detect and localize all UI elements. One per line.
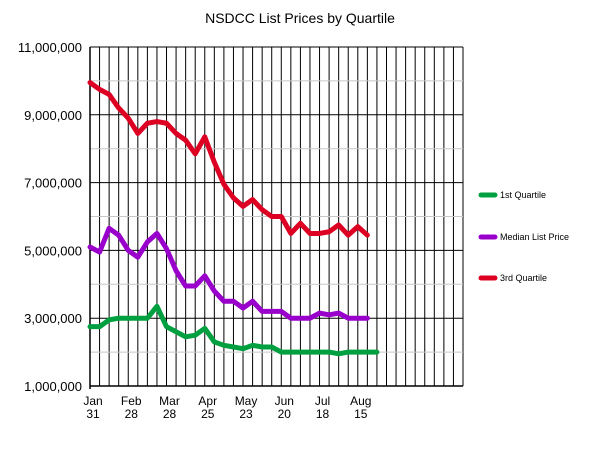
series-line-1 — [87, 225, 370, 321]
x-tick-label-day: 20 — [278, 407, 292, 421]
x-tick-label-month: Jun — [275, 394, 294, 408]
legend-label: Median List Price — [500, 232, 569, 242]
legend-label: 3rd Quartile — [500, 273, 547, 283]
y-tick-label: 3,000,000 — [24, 311, 82, 326]
x-tick-label-month: Aug — [350, 394, 371, 408]
x-tick-label-month: Mar — [159, 394, 180, 408]
series-line-2 — [87, 80, 370, 238]
y-tick-label: 11,000,000 — [18, 40, 82, 55]
x-tick-label-month: May — [235, 394, 258, 408]
x-tick-label-day: 31 — [86, 407, 100, 421]
series-lines — [87, 80, 380, 357]
series-line-0 — [87, 303, 380, 357]
y-tick-label: 1,000,000 — [24, 379, 82, 394]
x-tick-label-day: 23 — [239, 407, 253, 421]
y-tick-label: 5,000,000 — [24, 243, 82, 258]
chart-title: NSDCC List Prices by Quartile — [205, 10, 395, 26]
x-tick-label-month: Apr — [198, 394, 217, 408]
x-tick-label-day: 25 — [201, 407, 215, 421]
x-tick-label-day: 18 — [316, 407, 330, 421]
legend: 1st Quartile Median List Price 3rd Quartil… — [478, 190, 569, 283]
y-tick-label: 7,000,000 — [24, 176, 82, 191]
x-tick-label-day: 28 — [125, 407, 139, 421]
legend-label: 1st Quartile — [500, 190, 546, 200]
x-tick-label-month: Jul — [315, 394, 330, 408]
x-tick-label-month: Jan — [83, 394, 102, 408]
y-axis-tick-labels: 1,000,000 3,000,000 5,000,000 7,000,000 9,00… — [18, 40, 82, 394]
y-tick-label: 9,000,000 — [24, 108, 82, 123]
x-tick-label-day: 28 — [163, 407, 177, 421]
grid — [89, 46, 464, 387]
x-tick-label-day: 15 — [354, 407, 368, 421]
x-tick-label-month: Feb — [121, 394, 142, 408]
axes — [89, 47, 463, 389]
